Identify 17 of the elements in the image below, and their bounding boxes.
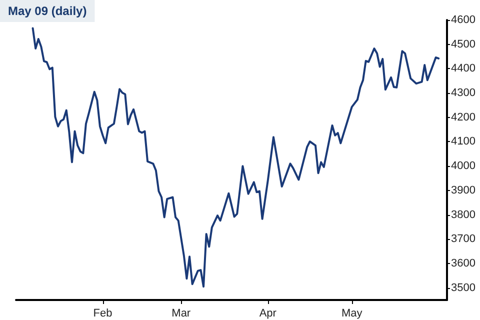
x-tick-label: Apr xyxy=(259,308,277,320)
chart-title: May 09 (daily) xyxy=(8,4,87,18)
y-tick-label: 4600 xyxy=(451,14,476,26)
x-tick-label: Feb xyxy=(93,308,112,320)
x-tick-label: Mar xyxy=(172,308,191,320)
y-tick-label: 4200 xyxy=(451,111,476,124)
y-tick-label: 3500 xyxy=(451,282,476,294)
y-tick-label: 4500 xyxy=(451,38,476,50)
y-tick-label: 4300 xyxy=(451,87,476,100)
y-tick-label: 3800 xyxy=(451,208,476,221)
y-tick-label: 3700 xyxy=(451,233,476,246)
y-tick-label: 4000 xyxy=(451,160,476,172)
y-tick-label: 4400 xyxy=(451,62,476,75)
y-tick-label: 4100 xyxy=(451,136,476,148)
x-tick-label: May xyxy=(341,308,363,320)
y-tick-label: 3600 xyxy=(451,257,476,270)
y-tick-label: 3900 xyxy=(451,184,476,196)
